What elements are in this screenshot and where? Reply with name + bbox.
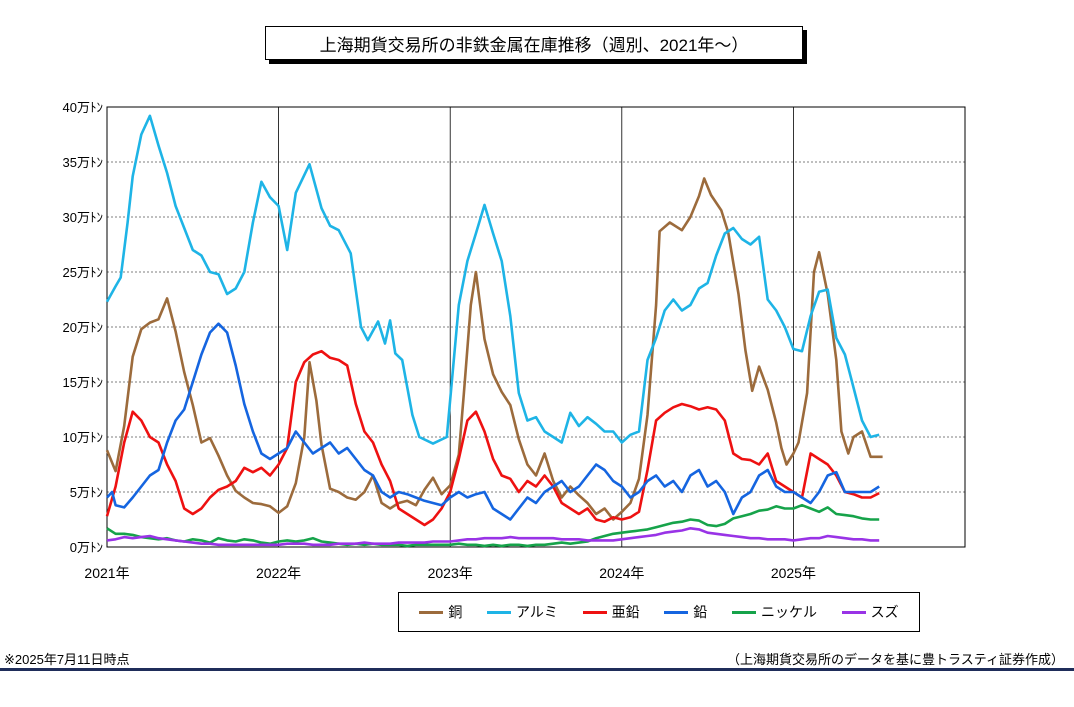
plot-frame	[106, 106, 966, 548]
legend-item: 銅	[419, 602, 462, 622]
legend-label: スズ	[870, 604, 899, 620]
legend-swatch	[582, 610, 607, 614]
y-tick-label: 0万ﾄﾝ	[70, 540, 103, 555]
series-line-亜鉛	[105, 349, 880, 527]
chart-title: 上海期貨交易所の非鉄金属在庫推移（週別、2021年～）	[265, 26, 803, 60]
y-tick-label: 20万ﾄﾝ	[63, 320, 103, 335]
legend-swatch	[664, 610, 689, 614]
y-tick-label: 15万ﾄﾝ	[63, 375, 103, 390]
y-tick-label: 40万ﾄﾝ	[63, 100, 103, 115]
legend-item: アルミ	[487, 602, 558, 622]
series-line-鉛	[106, 322, 880, 521]
bottom-rule	[0, 668, 1074, 671]
x-tick-label: 2022年	[256, 565, 301, 581]
legend-label: 銅	[448, 604, 463, 620]
legend-label: アルミ	[516, 604, 558, 620]
series-line-銅	[105, 177, 883, 521]
x-tick-label: 2021年	[84, 565, 129, 581]
y-tick-label: 35万ﾄﾝ	[63, 155, 103, 170]
y-tick-label: 5万ﾄﾝ	[70, 485, 103, 500]
legend-label: 鉛	[693, 604, 708, 620]
legend-item: 鉛	[664, 602, 707, 622]
x-tick-label: 2023年	[428, 565, 473, 581]
x-tick-label: 2025年	[771, 565, 816, 581]
legend-item: 亜鉛	[582, 602, 640, 622]
as-of-note: ※2025年7月11日時点	[4, 652, 130, 667]
legend-label: 亜鉛	[611, 604, 640, 620]
y-tick-label: 30万ﾄﾝ	[63, 210, 103, 225]
series-line-アルミ	[105, 114, 880, 445]
legend-label: ニッケル	[760, 604, 817, 620]
legend-swatch	[731, 610, 756, 614]
y-tick-label: 10万ﾄﾝ	[63, 430, 103, 445]
legend-swatch	[419, 610, 444, 614]
y-tick-label: 25万ﾄﾝ	[63, 265, 103, 280]
legend-item: ニッケル	[731, 602, 817, 622]
source-note: （上海期貨交易所のデータを基に豊トラスティ証券作成）	[727, 652, 1064, 667]
legend-swatch	[841, 610, 866, 614]
x-tick-label: 2024年	[599, 565, 644, 581]
series-line-ニッケル	[106, 503, 880, 548]
chart-legend: 銅 アルミ 亜鉛 鉛 ニッケル スズ	[398, 592, 920, 632]
series-line-スズ	[106, 527, 880, 547]
legend-item: スズ	[841, 602, 899, 622]
legend-swatch	[487, 610, 512, 614]
